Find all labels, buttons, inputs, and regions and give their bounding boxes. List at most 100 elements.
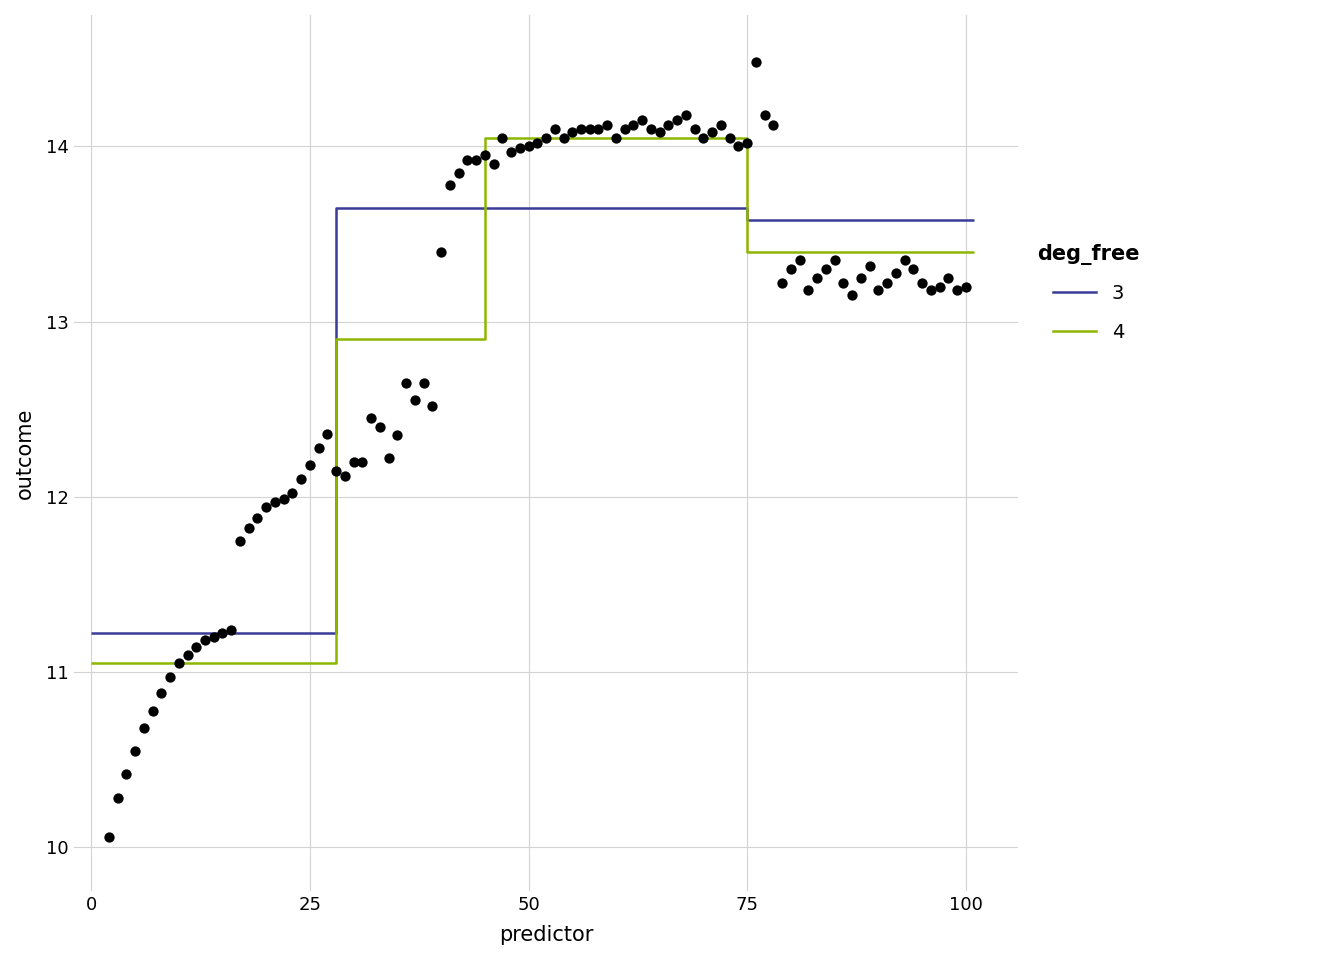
Point: [762, 118, 784, 133]
Point: [903, 261, 925, 276]
Point: [824, 252, 845, 268]
Point: [168, 656, 190, 671]
Point: [667, 112, 688, 128]
Point: [474, 148, 496, 163]
Point: [343, 454, 364, 469]
Point: [929, 279, 950, 295]
Point: [255, 499, 277, 515]
Point: [579, 121, 601, 136]
Point: [921, 282, 942, 298]
Point: [702, 125, 723, 140]
Point: [587, 121, 609, 136]
Point: [220, 622, 242, 637]
Point: [841, 288, 863, 303]
Point: [282, 486, 304, 501]
Point: [106, 790, 128, 805]
Point: [780, 261, 801, 276]
Point: [692, 130, 714, 145]
Point: [806, 270, 828, 285]
Point: [527, 135, 548, 151]
Point: [422, 398, 444, 414]
Point: [439, 178, 461, 193]
Point: [544, 121, 566, 136]
Y-axis label: outcome: outcome: [15, 407, 35, 498]
Point: [832, 276, 853, 291]
Legend: 3, 4: 3, 4: [1038, 244, 1140, 342]
Point: [265, 494, 286, 510]
Point: [290, 471, 312, 487]
Point: [876, 276, 898, 291]
Point: [335, 468, 356, 484]
Point: [405, 393, 426, 408]
Point: [352, 454, 374, 469]
Point: [185, 639, 207, 655]
Point: [552, 130, 574, 145]
Point: [500, 144, 521, 159]
Point: [622, 118, 644, 133]
Point: [614, 121, 636, 136]
Point: [457, 153, 478, 168]
Point: [378, 450, 399, 466]
Point: [859, 258, 880, 274]
Point: [710, 118, 731, 133]
Point: [238, 520, 259, 536]
Point: [430, 244, 452, 259]
Point: [482, 156, 504, 172]
Point: [719, 130, 741, 145]
Point: [675, 108, 696, 123]
Point: [605, 130, 626, 145]
Point: [657, 118, 679, 133]
Point: [360, 410, 382, 425]
Point: [562, 125, 583, 140]
Point: [212, 626, 234, 641]
Point: [570, 121, 591, 136]
Point: [308, 440, 329, 455]
Point: [116, 766, 137, 781]
Point: [203, 630, 224, 645]
Point: [395, 375, 417, 391]
Point: [230, 533, 251, 548]
Point: [151, 685, 172, 701]
Point: [160, 669, 181, 684]
Point: [886, 265, 907, 280]
Point: [517, 139, 539, 155]
Point: [754, 108, 775, 123]
Point: [956, 279, 977, 295]
Point: [247, 510, 269, 525]
Point: [124, 743, 145, 758]
Point: [413, 375, 434, 391]
Point: [867, 282, 888, 298]
Point: [597, 118, 618, 133]
Point: [789, 252, 810, 268]
Point: [492, 130, 513, 145]
Point: [771, 276, 793, 291]
Point: [300, 458, 321, 473]
Point: [535, 130, 556, 145]
Point: [684, 121, 706, 136]
Point: [894, 252, 915, 268]
Point: [727, 139, 749, 155]
Point: [632, 112, 653, 128]
Point: [911, 276, 933, 291]
Point: [273, 491, 294, 506]
Point: [938, 270, 960, 285]
Point: [448, 165, 469, 180]
Point: [317, 426, 339, 442]
Point: [797, 282, 818, 298]
Point: [387, 428, 409, 444]
Point: [98, 829, 120, 845]
X-axis label: predictor: predictor: [499, 925, 593, 945]
Point: [814, 261, 836, 276]
Point: [946, 282, 968, 298]
Point: [177, 647, 199, 662]
Point: [509, 140, 531, 156]
Point: [649, 125, 671, 140]
Point: [325, 463, 347, 478]
Point: [370, 420, 391, 435]
Point: [195, 633, 216, 648]
Point: [745, 55, 766, 70]
Point: [141, 703, 163, 718]
Point: [849, 270, 871, 285]
Point: [465, 153, 487, 168]
Point: [640, 121, 661, 136]
